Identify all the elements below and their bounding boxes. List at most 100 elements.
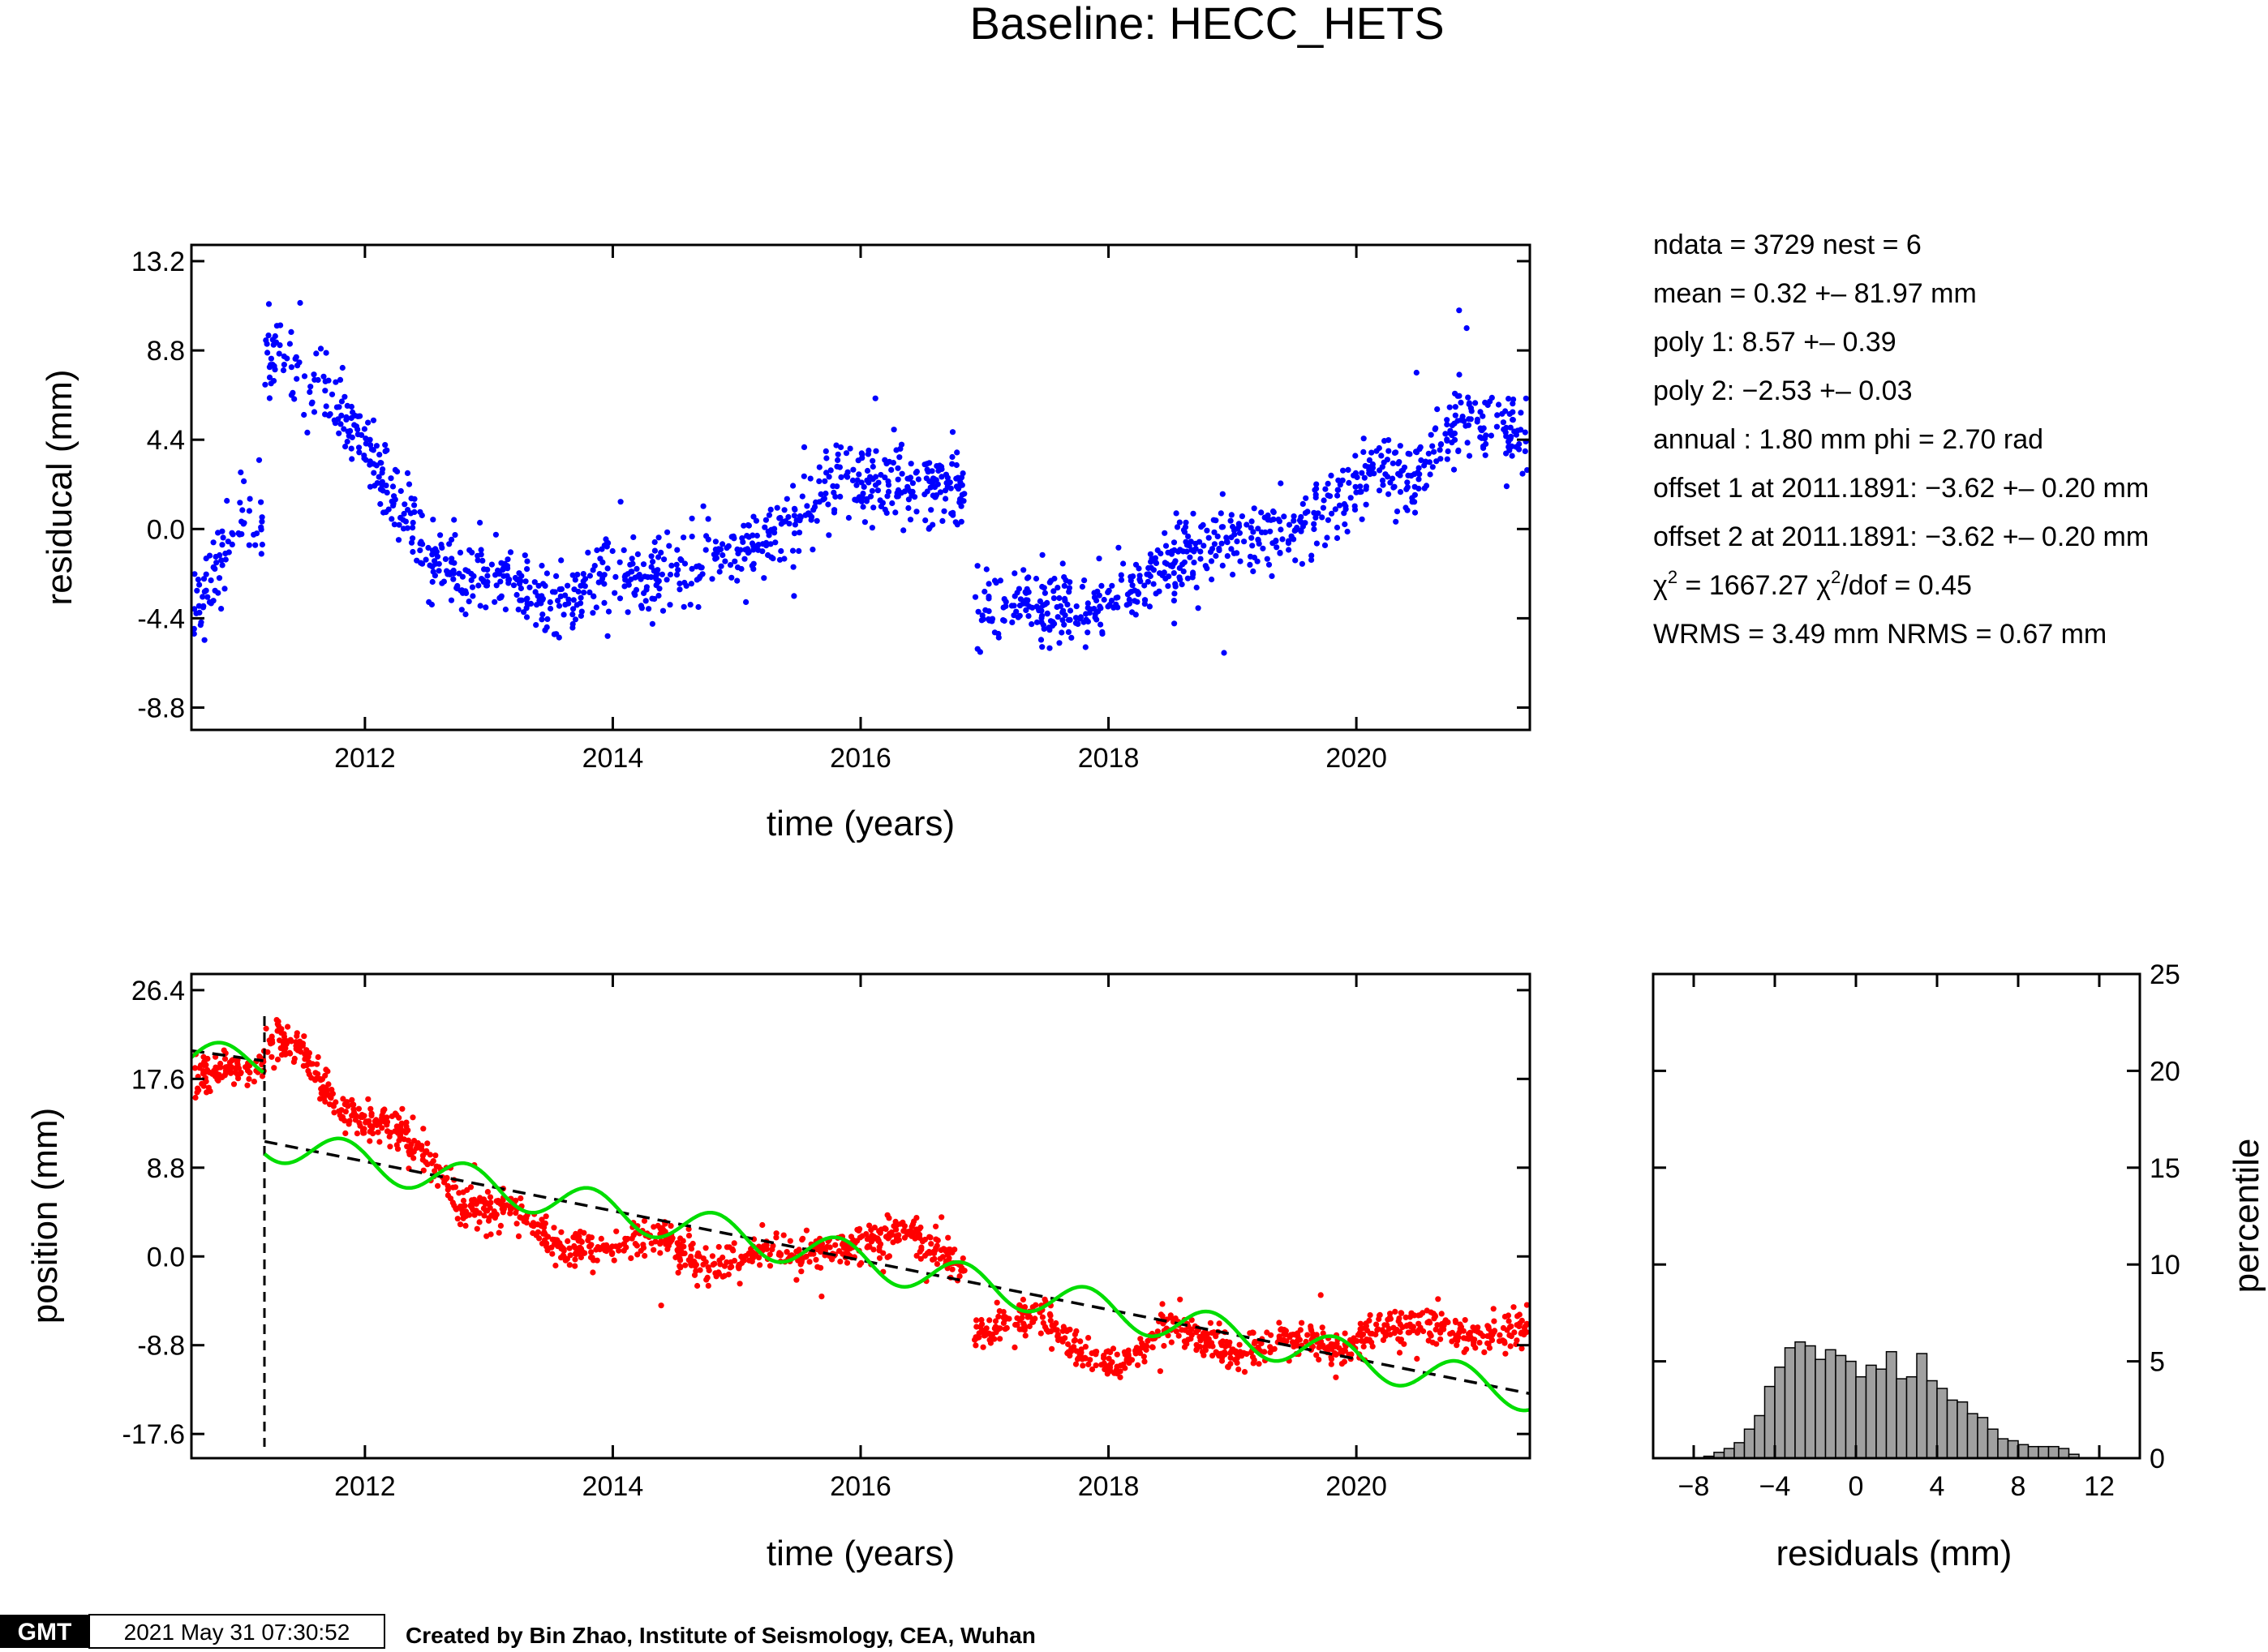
residual-point [913, 508, 920, 515]
residual-point [1055, 614, 1061, 620]
residual-point [379, 478, 385, 485]
position-point [1304, 1332, 1311, 1338]
residual-point [1421, 485, 1428, 491]
position-point [1140, 1354, 1147, 1360]
residual-point [349, 456, 355, 462]
histogram-x-axis-label: residuals (mm) [1776, 1534, 2012, 1573]
histogram-bar [1957, 1401, 1969, 1459]
position-point [979, 1321, 986, 1328]
residual-point [594, 547, 600, 554]
position-point [1372, 1331, 1379, 1338]
residual-point [1373, 448, 1380, 454]
residual-point [1214, 533, 1221, 540]
residual-point [382, 442, 389, 448]
position-point [813, 1256, 819, 1263]
position-point [551, 1225, 557, 1231]
residual-point [904, 483, 911, 490]
x-tick-label: 2020 [1325, 743, 1387, 774]
residual-point [621, 547, 627, 554]
position-point [290, 1058, 297, 1065]
residual-point [638, 603, 645, 609]
residual-point [616, 559, 623, 565]
gmt-logo-box [0, 1615, 89, 1648]
position-point [857, 1234, 863, 1241]
residual-point [601, 581, 608, 587]
position-point [1102, 1366, 1108, 1373]
position-point [709, 1253, 716, 1259]
position-point [728, 1259, 734, 1265]
position-point [840, 1245, 847, 1251]
histogram-bar [1885, 1350, 1897, 1459]
position-point [541, 1229, 548, 1235]
residual-point [912, 494, 918, 500]
residual-point [1050, 588, 1057, 594]
residual-point [539, 562, 545, 569]
residual-point [1427, 471, 1433, 478]
residual-point [555, 598, 561, 604]
residual-point [535, 593, 541, 599]
residual-point [569, 620, 576, 628]
histogram-bar [1723, 1448, 1735, 1459]
residual-point [797, 513, 803, 520]
position-point [655, 1222, 661, 1229]
residual-point [629, 560, 636, 567]
position-point [1319, 1324, 1325, 1331]
position-point [1387, 1332, 1394, 1338]
position-point [244, 1067, 251, 1074]
x-tick-label: 2018 [1078, 743, 1140, 774]
position-point [1168, 1339, 1175, 1345]
residual-point [1255, 536, 1261, 543]
residual-point [454, 586, 461, 592]
position-point [1193, 1341, 1200, 1348]
residual-point [928, 507, 934, 513]
position-point [1316, 1356, 1322, 1363]
position-point [1049, 1323, 1055, 1329]
residual-point [1319, 514, 1325, 521]
residual-point [281, 362, 287, 368]
residual-point [288, 364, 294, 371]
position-point [1429, 1339, 1436, 1345]
position-point [588, 1249, 595, 1255]
position-point [543, 1243, 550, 1250]
residual-point [673, 572, 681, 578]
position-point [706, 1267, 712, 1274]
residual-point [371, 470, 377, 476]
histogram-bar [1794, 1341, 1806, 1459]
residual-point [259, 541, 265, 548]
residual-point [259, 518, 265, 525]
residual-point [975, 608, 982, 615]
residual-point [219, 542, 226, 548]
residual-point [953, 461, 960, 469]
position-point [1454, 1342, 1460, 1349]
residual-point [927, 484, 934, 491]
position-point [1333, 1351, 1339, 1358]
position-point [394, 1146, 402, 1152]
y-tick-label: 0.0 [147, 514, 185, 545]
residual-point [1187, 554, 1193, 560]
position-point [1379, 1327, 1385, 1333]
residual-point [259, 514, 265, 521]
position-point [476, 1219, 483, 1225]
position-point [1107, 1367, 1114, 1374]
residual-point [580, 578, 586, 585]
position-point [886, 1253, 892, 1259]
position-point [1073, 1348, 1080, 1354]
position-point [844, 1259, 851, 1266]
position-point [1281, 1331, 1287, 1337]
position-point [667, 1239, 673, 1246]
residual-point [225, 539, 231, 545]
residual-point [759, 541, 767, 547]
residual-point [653, 582, 659, 589]
position-point [323, 1066, 329, 1073]
residual-point [731, 535, 737, 542]
position-point [309, 1061, 316, 1067]
residual-point [1037, 598, 1043, 605]
position-point [1114, 1351, 1120, 1358]
chi-value: = 1667.27 χ [1677, 570, 1831, 601]
residual-point [1312, 487, 1318, 493]
residual-point [1524, 467, 1531, 474]
residual-point [1251, 505, 1257, 512]
residual-point [311, 371, 317, 378]
residual-point [294, 363, 301, 369]
position-point [445, 1182, 451, 1189]
